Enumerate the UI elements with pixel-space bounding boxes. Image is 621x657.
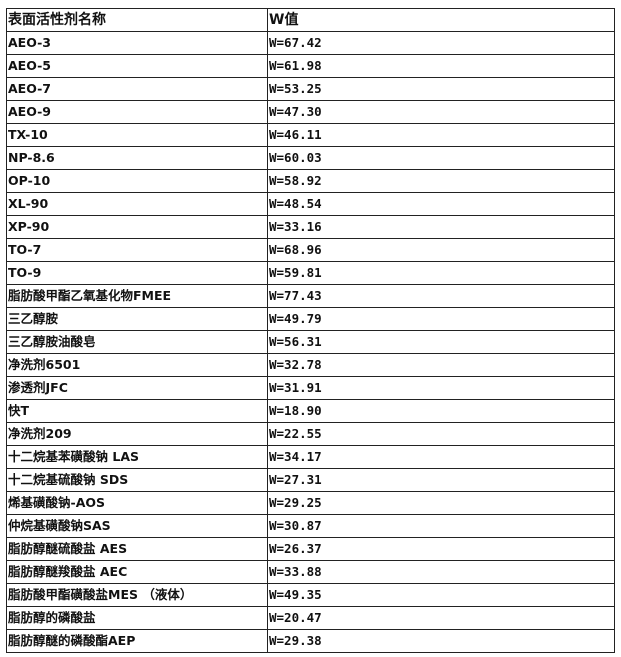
w-value-cell: W=47.30 xyxy=(267,100,615,124)
table-row: 三乙醇胺油酸皂 W=56.31 xyxy=(6,330,615,354)
surfactant-name-cell: 脂肪醇的磷酸盐 xyxy=(6,606,268,630)
w-value-cell: W=53.25 xyxy=(267,77,615,101)
surfactant-name-cell: OP-10 xyxy=(6,169,268,193)
w-value-cell: W=27.31 xyxy=(267,468,615,492)
table-row: XP-90 W=33.16 xyxy=(6,215,615,239)
header-w-value: W值 xyxy=(267,8,615,32)
surfactant-name-cell: AEO-3 xyxy=(6,31,268,55)
w-value-cell: W=22.55 xyxy=(267,422,615,446)
w-value-cell: W=59.81 xyxy=(267,261,615,285)
surfactant-w-value-table: 表面活性剂名称 W值 AEO-3 W=67.42 AEO-5 W=61.98 AEO-7… xyxy=(6,8,615,653)
table-row: 脂肪醇醚的磷酸酯AEP W=29.38 xyxy=(6,629,615,653)
w-value-cell: W=32.78 xyxy=(267,353,615,377)
surfactant-name-cell: 脂肪酸甲酯磺酸盐MES （液体） xyxy=(6,583,268,607)
table-row: 脂肪醇醚羧酸盐 AEC W=33.88 xyxy=(6,560,615,584)
table-row: OP-10 W=58.92 xyxy=(6,169,615,193)
table-row: 烯基磺酸钠-AOS W=29.25 xyxy=(6,491,615,515)
w-value-cell: W=46.11 xyxy=(267,123,615,147)
w-value-cell: W=49.79 xyxy=(267,307,615,331)
surfactant-name-cell: AEO-9 xyxy=(6,100,268,124)
surfactant-name-cell: 脂肪酸甲酯乙氧基化物FMEE xyxy=(6,284,268,308)
table-row: AEO-5 W=61.98 xyxy=(6,54,615,78)
table-header-row: 表面活性剂名称 W值 xyxy=(6,8,615,32)
table-row: 快T W=18.90 xyxy=(6,399,615,423)
w-value-cell: W=58.92 xyxy=(267,169,615,193)
table-row: 仲烷基磺酸钠SAS W=30.87 xyxy=(6,514,615,538)
w-value-cell: W=31.91 xyxy=(267,376,615,400)
w-value-cell: W=48.54 xyxy=(267,192,615,216)
w-value-cell: W=56.31 xyxy=(267,330,615,354)
surfactant-name-cell: 三乙醇胺油酸皂 xyxy=(6,330,268,354)
table-row: 十二烷基苯磺酸钠 LAS W=34.17 xyxy=(6,445,615,469)
w-value-cell: W=33.88 xyxy=(267,560,615,584)
table-row: TX-10 W=46.11 xyxy=(6,123,615,147)
w-value-cell: W=20.47 xyxy=(267,606,615,630)
surfactant-name-cell: NP-8.6 xyxy=(6,146,268,170)
table-row: 净洗剂209 W=22.55 xyxy=(6,422,615,446)
table-row: AEO-7 W=53.25 xyxy=(6,77,615,101)
surfactant-name-cell: 渗透剂JFC xyxy=(6,376,268,400)
table-row: 脂肪醇的磷酸盐 W=20.47 xyxy=(6,606,615,630)
surfactant-name-cell: AEO-7 xyxy=(6,77,268,101)
w-value-cell: W=33.16 xyxy=(267,215,615,239)
surfactant-name-cell: 净洗剂209 xyxy=(6,422,268,446)
w-value-cell: W=29.38 xyxy=(267,629,615,653)
surfactant-name-cell: TO-7 xyxy=(6,238,268,262)
table-row: NP-8.6 W=60.03 xyxy=(6,146,615,170)
table-row: 净洗剂6501 W=32.78 xyxy=(6,353,615,377)
table-row: 渗透剂JFC W=31.91 xyxy=(6,376,615,400)
surfactant-name-cell: 十二烷基硫酸钠 SDS xyxy=(6,468,268,492)
table-row: AEO-3 W=67.42 xyxy=(6,31,615,55)
surfactant-name-cell: AEO-5 xyxy=(6,54,268,78)
w-value-cell: W=60.03 xyxy=(267,146,615,170)
surfactant-name-cell: 脂肪醇醚的磷酸酯AEP xyxy=(6,629,268,653)
w-value-cell: W=68.96 xyxy=(267,238,615,262)
table-row: 脂肪醇醚硫酸盐 AES W=26.37 xyxy=(6,537,615,561)
surfactant-name-cell: XP-90 xyxy=(6,215,268,239)
table-row: 三乙醇胺 W=49.79 xyxy=(6,307,615,331)
table-row: 脂肪酸甲酯乙氧基化物FMEE W=77.43 xyxy=(6,284,615,308)
table-row: AEO-9 W=47.30 xyxy=(6,100,615,124)
w-value-cell: W=67.42 xyxy=(267,31,615,55)
table-row: 十二烷基硫酸钠 SDS W=27.31 xyxy=(6,468,615,492)
surfactant-name-cell: TX-10 xyxy=(6,123,268,147)
surfactant-name-cell: 脂肪醇醚羧酸盐 AEC xyxy=(6,560,268,584)
w-value-cell: W=49.35 xyxy=(267,583,615,607)
surfactant-name-cell: 净洗剂6501 xyxy=(6,353,268,377)
w-value-cell: W=26.37 xyxy=(267,537,615,561)
w-value-cell: W=77.43 xyxy=(267,284,615,308)
w-value-cell: W=18.90 xyxy=(267,399,615,423)
surfactant-name-cell: 十二烷基苯磺酸钠 LAS xyxy=(6,445,268,469)
table-row: XL-90 W=48.54 xyxy=(6,192,615,216)
w-value-cell: W=34.17 xyxy=(267,445,615,469)
w-value-cell: W=61.98 xyxy=(267,54,615,78)
surfactant-name-cell: 脂肪醇醚硫酸盐 AES xyxy=(6,537,268,561)
header-surfactant-name: 表面活性剂名称 xyxy=(6,8,268,32)
table-row: 脂肪酸甲酯磺酸盐MES （液体） W=49.35 xyxy=(6,583,615,607)
table-row: TO-9 W=59.81 xyxy=(6,261,615,285)
w-value-cell: W=30.87 xyxy=(267,514,615,538)
surfactant-name-cell: 三乙醇胺 xyxy=(6,307,268,331)
surfactant-name-cell: TO-9 xyxy=(6,261,268,285)
surfactant-name-cell: 快T xyxy=(6,399,268,423)
w-value-cell: W=29.25 xyxy=(267,491,615,515)
surfactant-name-cell: 烯基磺酸钠-AOS xyxy=(6,491,268,515)
surfactant-name-cell: XL-90 xyxy=(6,192,268,216)
table-row: TO-7 W=68.96 xyxy=(6,238,615,262)
surfactant-name-cell: 仲烷基磺酸钠SAS xyxy=(6,514,268,538)
